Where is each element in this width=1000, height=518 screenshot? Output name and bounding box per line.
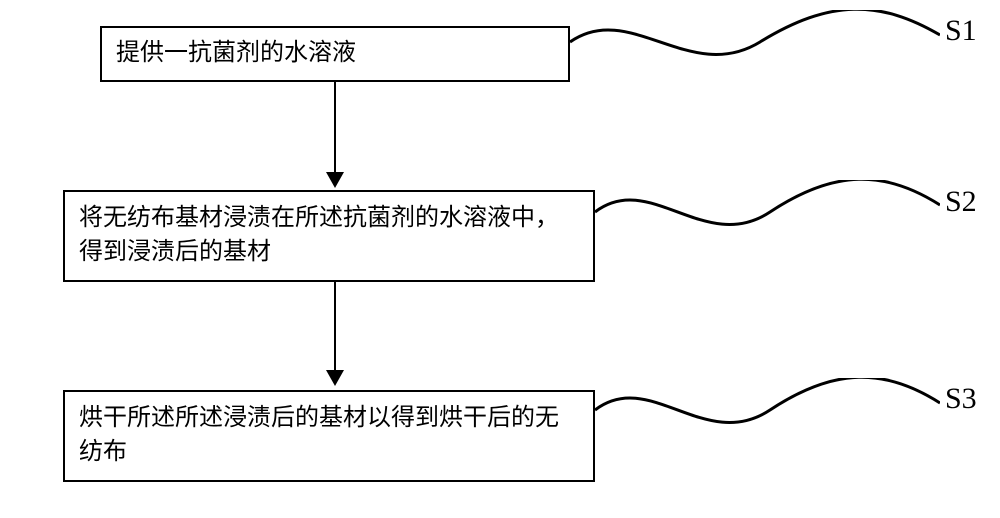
flow-step-s2: 将无纺布基材浸渍在所述抗菌剂的水溶液中，得到浸渍后的基材 bbox=[63, 190, 595, 282]
wave-connector-s3 bbox=[595, 378, 940, 448]
arrow-s2-s3-head bbox=[326, 370, 344, 386]
flow-step-s1: 提供一抗菌剂的水溶液 bbox=[100, 26, 570, 82]
step-label-s2: S2 bbox=[945, 185, 977, 219]
flow-step-s3: 烘干所述所述浸渍后的基材以得到烘干后的无纺布 bbox=[63, 390, 595, 482]
flow-step-s1-text: 提供一抗菌剂的水溶液 bbox=[116, 37, 356, 71]
arrow-s1-s2-line bbox=[334, 82, 336, 174]
step-label-s1: S1 bbox=[945, 14, 977, 48]
step-label-s3: S3 bbox=[945, 382, 977, 416]
arrow-s1-s2-head bbox=[326, 172, 344, 188]
arrow-s2-s3-line bbox=[334, 282, 336, 372]
flow-step-s3-text: 烘干所述所述浸渍后的基材以得到烘干后的无纺布 bbox=[79, 402, 579, 469]
wave-connector-s1 bbox=[570, 10, 940, 80]
wave-connector-s2 bbox=[595, 180, 940, 250]
flow-step-s2-text: 将无纺布基材浸渍在所述抗菌剂的水溶液中，得到浸渍后的基材 bbox=[79, 202, 579, 269]
